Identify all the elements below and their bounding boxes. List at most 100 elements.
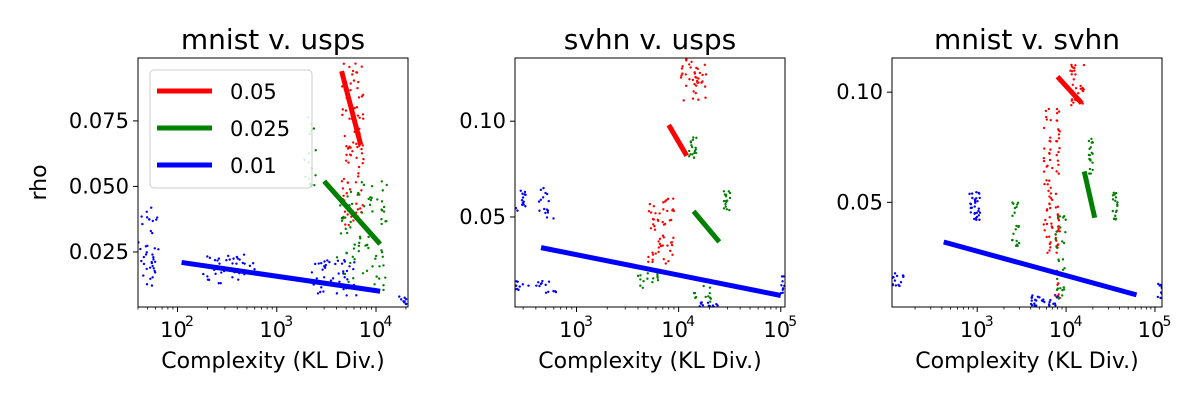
scatter-point: [357, 96, 361, 99]
scatter-point: [336, 259, 340, 262]
chart-title: mnist v. svhn: [934, 23, 1120, 56]
scatter-point: [1054, 238, 1057, 241]
scatter-point: [706, 301, 710, 304]
scatter-point: [360, 65, 363, 68]
scatter-point: [975, 218, 978, 222]
scatter-point: [334, 262, 337, 266]
scatter-point: [1047, 303, 1051, 306]
scatter-point: [155, 218, 158, 221]
scatter-point: [385, 219, 388, 223]
scatter-point: [356, 208, 360, 211]
scatter-point: [1015, 203, 1019, 206]
scatter-point: [693, 83, 696, 86]
scatter-point: [350, 202, 354, 206]
scatter-point: [520, 198, 524, 202]
scatter-point: [1055, 111, 1059, 115]
x-tick-label: 10: [259, 318, 286, 342]
scatter-point: [728, 208, 731, 212]
scatter-point: [704, 96, 707, 99]
scatter-point: [237, 278, 240, 281]
scatter-point: [339, 204, 342, 207]
scatter-point: [342, 215, 345, 219]
scatter-point: [1072, 78, 1075, 81]
scatter-point: [895, 274, 899, 278]
scatter-point: [658, 237, 662, 241]
scatter-point: [666, 197, 670, 201]
scatter-point: [1089, 158, 1092, 161]
scatter-point: [728, 191, 732, 195]
scatter-point: [1055, 230, 1058, 233]
scatter-point: [362, 183, 366, 187]
scatter-point: [148, 266, 152, 269]
scatter-point: [355, 294, 358, 297]
scatter-point: [1017, 225, 1020, 229]
scatter-point: [977, 214, 981, 217]
scatter-point: [313, 262, 317, 266]
scatter-point: [357, 249, 360, 253]
scatter-point: [1049, 140, 1052, 143]
scatter-point: [140, 259, 143, 263]
scatter-point: [355, 106, 359, 109]
scatter-point: [780, 284, 783, 287]
scatter-point: [544, 283, 547, 287]
fit-line-0-01: [540, 245, 782, 298]
scatter-point: [346, 195, 349, 198]
scatter-point: [975, 190, 978, 194]
scatter-point: [1081, 102, 1084, 105]
scatter-point: [692, 136, 695, 139]
scatter-point: [1049, 241, 1052, 244]
scatter-point: [346, 147, 350, 150]
scatter-point: [554, 290, 558, 294]
scatter-point: [321, 268, 324, 271]
scatter-point: [355, 142, 358, 146]
scatter-point: [646, 272, 649, 275]
scatter-point: [1057, 150, 1060, 154]
x-tick-label: 10: [359, 318, 386, 342]
x-tick-exponent: 3: [584, 314, 593, 330]
y-tick-label: 0.05: [459, 205, 506, 229]
scatter-point: [709, 300, 712, 303]
scatter-point: [978, 218, 981, 221]
scatter-point: [707, 295, 710, 298]
scatter-point: [338, 280, 341, 283]
scatter-point: [1045, 222, 1049, 226]
scatter-point: [1112, 217, 1116, 220]
scatter-point: [370, 196, 373, 200]
scatter-point: [647, 260, 650, 263]
scatter-point: [1070, 99, 1073, 102]
scatter-point: [639, 274, 642, 277]
scatter-point: [357, 191, 360, 195]
scatter-point: [1116, 204, 1119, 208]
scatter-point: [318, 290, 322, 294]
scatter-point: [381, 189, 384, 192]
plot-area: [138, 62, 408, 307]
scatter-point: [1064, 218, 1067, 221]
scatter-point: [545, 216, 549, 219]
scatter-point: [235, 255, 239, 259]
scatter-point: [1044, 109, 1048, 113]
scatter-point: [728, 196, 732, 200]
scatter-point: [345, 294, 348, 297]
scatter-point: [542, 207, 546, 211]
scatter-point: [1063, 267, 1066, 270]
scatter-point: [403, 301, 406, 304]
scatter-point: [1073, 66, 1076, 70]
scatter-point: [697, 98, 700, 101]
scatter-point: [971, 196, 974, 200]
scatter-point: [353, 243, 356, 246]
scatter-point: [654, 252, 657, 255]
scatter-point: [782, 275, 785, 278]
scatter-point: [685, 59, 688, 62]
scatter-point: [656, 219, 660, 223]
scatter-point: [661, 220, 664, 224]
scatter-point: [724, 199, 727, 203]
scatter-point: [552, 289, 555, 293]
scatter-point: [345, 145, 348, 148]
scatter-point: [977, 209, 980, 213]
scatter-point: [1059, 226, 1062, 229]
scatter-point: [349, 226, 352, 229]
scatter-point: [1011, 214, 1014, 218]
scatter-point: [1058, 230, 1061, 233]
scatter-point: [648, 202, 652, 206]
scatter-point: [226, 254, 230, 258]
